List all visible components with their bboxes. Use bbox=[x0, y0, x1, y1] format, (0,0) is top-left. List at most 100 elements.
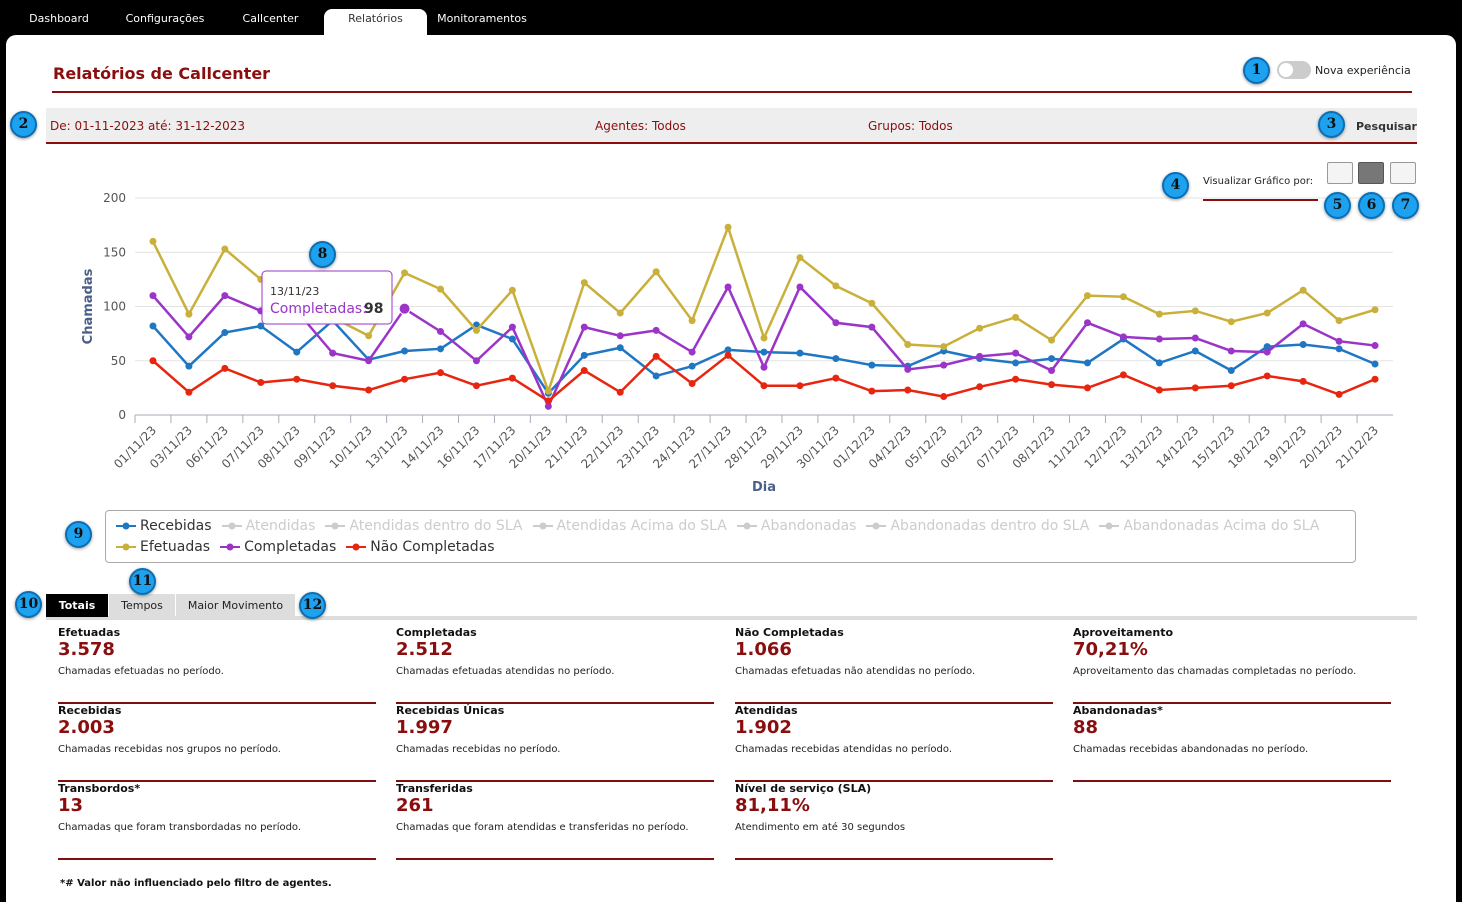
tab[interactable]: Tempos bbox=[109, 594, 175, 617]
stat-desc: Atendimento em até 30 segundos bbox=[735, 822, 906, 833]
data-point bbox=[1119, 293, 1127, 301]
data-point bbox=[868, 387, 876, 395]
nav-tab[interactable]: Relatórios bbox=[324, 9, 427, 35]
data-point bbox=[185, 362, 193, 370]
data-point bbox=[437, 327, 445, 335]
groups-filter[interactable]: Grupos: Todos bbox=[868, 119, 953, 133]
legend-item[interactable]: Abandonadas bbox=[736, 515, 856, 536]
y-axis-label: Chamadas bbox=[81, 268, 96, 344]
data-point bbox=[365, 357, 373, 365]
filter-bar bbox=[46, 108, 1417, 144]
tab[interactable]: Maior Movimento bbox=[176, 594, 295, 617]
stat-title: Nível de serviço (SLA) bbox=[735, 782, 872, 795]
data-point bbox=[149, 357, 157, 365]
data-point bbox=[508, 374, 516, 382]
view-clock-button[interactable] bbox=[1327, 162, 1353, 184]
legend-item[interactable]: Atendidas Acima do SLA bbox=[532, 515, 727, 536]
legend-item[interactable]: Atendidas bbox=[221, 515, 316, 536]
legend-item[interactable]: Não Completadas bbox=[346, 536, 495, 557]
data-point bbox=[293, 375, 301, 383]
stat-title: Aproveitamento bbox=[1073, 626, 1174, 639]
period-filter[interactable]: De: 01-11-2023 até: 31-12-2023 bbox=[50, 119, 246, 133]
data-point bbox=[401, 269, 409, 277]
data-point bbox=[580, 351, 588, 359]
data-point bbox=[1083, 319, 1091, 327]
data-point bbox=[149, 237, 157, 245]
legend-label: Atendidas dentro do SLA bbox=[349, 517, 523, 534]
legend-item[interactable]: Completadas bbox=[220, 536, 336, 557]
tooltip-value: 98 bbox=[364, 301, 383, 317]
callout-badge: 2 bbox=[10, 111, 37, 138]
data-point bbox=[868, 323, 876, 331]
x-axis-label: Dia bbox=[752, 480, 776, 495]
data-point bbox=[616, 309, 624, 317]
data-point bbox=[580, 279, 588, 287]
y-tick-label: 0 bbox=[118, 408, 126, 422]
data-point bbox=[437, 285, 445, 293]
stat-card: Completadas 2.512 Chamadas efetuadas atend… bbox=[396, 626, 714, 704]
callout-badge: 7 bbox=[1392, 192, 1419, 219]
tab[interactable]: Totais bbox=[46, 594, 108, 617]
data-point bbox=[688, 380, 696, 388]
data-point bbox=[832, 374, 840, 382]
view-chart-button[interactable] bbox=[1358, 162, 1384, 184]
data-point bbox=[1012, 349, 1020, 357]
data-point bbox=[1299, 340, 1307, 348]
legend-item[interactable]: Abandonadas Acima do SLA bbox=[1099, 515, 1319, 536]
data-point bbox=[1371, 306, 1379, 314]
data-point bbox=[472, 326, 480, 334]
data-point bbox=[796, 254, 804, 262]
data-point bbox=[796, 283, 804, 291]
y-tick-label: 50 bbox=[111, 354, 126, 368]
data-point bbox=[1227, 318, 1235, 326]
data-point bbox=[688, 348, 696, 356]
data-point bbox=[221, 245, 229, 253]
y-tick-label: 150 bbox=[103, 245, 126, 259]
callout-badge: 12 bbox=[299, 592, 326, 619]
stat-desc: Chamadas efetuadas atendidas no período. bbox=[396, 666, 615, 677]
data-point bbox=[1119, 371, 1127, 379]
data-point bbox=[724, 283, 732, 291]
legend-item[interactable]: Efetuadas bbox=[116, 536, 210, 557]
stat-value: 1.997 bbox=[396, 717, 453, 738]
stat-desc: Aproveitamento das chamadas completadas … bbox=[1073, 666, 1357, 677]
data-point bbox=[1263, 309, 1271, 317]
nav-tab[interactable]: Dashboard bbox=[29, 12, 89, 25]
y-tick-label: 100 bbox=[103, 300, 126, 314]
view-list-button[interactable] bbox=[1390, 162, 1416, 184]
data-point bbox=[1263, 343, 1271, 351]
data-point bbox=[940, 393, 948, 401]
nav-tab[interactable]: Callcenter bbox=[242, 12, 299, 25]
nav-tab[interactable]: Configurações bbox=[125, 12, 205, 25]
stat-title: Abandonadas* bbox=[1073, 704, 1163, 717]
data-point bbox=[1191, 334, 1199, 342]
nav-tab[interactable]: Monitoramentos bbox=[437, 12, 527, 25]
callout-badge: 11 bbox=[129, 568, 156, 595]
data-point bbox=[221, 364, 229, 372]
data-point bbox=[544, 387, 552, 395]
stat-card: Aproveitamento 70,21% Aproveitamento das c… bbox=[1073, 626, 1391, 704]
search-button[interactable]: Pesquisar bbox=[1356, 120, 1417, 133]
tooltip: 13/11/23 Completadas:98 bbox=[261, 270, 393, 325]
stat-desc: Chamadas recebidas nos grupos no período… bbox=[58, 744, 281, 755]
data-point bbox=[976, 352, 984, 360]
legend-item[interactable]: Recebidas bbox=[116, 515, 212, 536]
legend-item[interactable]: Abandonadas dentro do SLA bbox=[866, 515, 1089, 536]
data-point bbox=[796, 349, 804, 357]
data-point bbox=[868, 361, 876, 369]
tab-rule bbox=[46, 616, 1417, 620]
data-point bbox=[257, 378, 265, 386]
legend-label: Abandonadas Acima do SLA bbox=[1123, 517, 1320, 534]
data-point bbox=[508, 286, 516, 294]
data-point bbox=[1227, 347, 1235, 355]
legend-item[interactable]: Atendidas dentro do SLA bbox=[325, 515, 523, 536]
legend-label: Atendidas bbox=[245, 517, 316, 534]
stat-value: 3.578 bbox=[58, 639, 115, 660]
agents-filter[interactable]: Agentes: Todos bbox=[595, 119, 686, 133]
data-point bbox=[1371, 360, 1379, 368]
data-point bbox=[652, 268, 660, 276]
data-point bbox=[1083, 384, 1091, 392]
toggle[interactable] bbox=[1277, 61, 1311, 79]
data-point bbox=[760, 334, 768, 342]
